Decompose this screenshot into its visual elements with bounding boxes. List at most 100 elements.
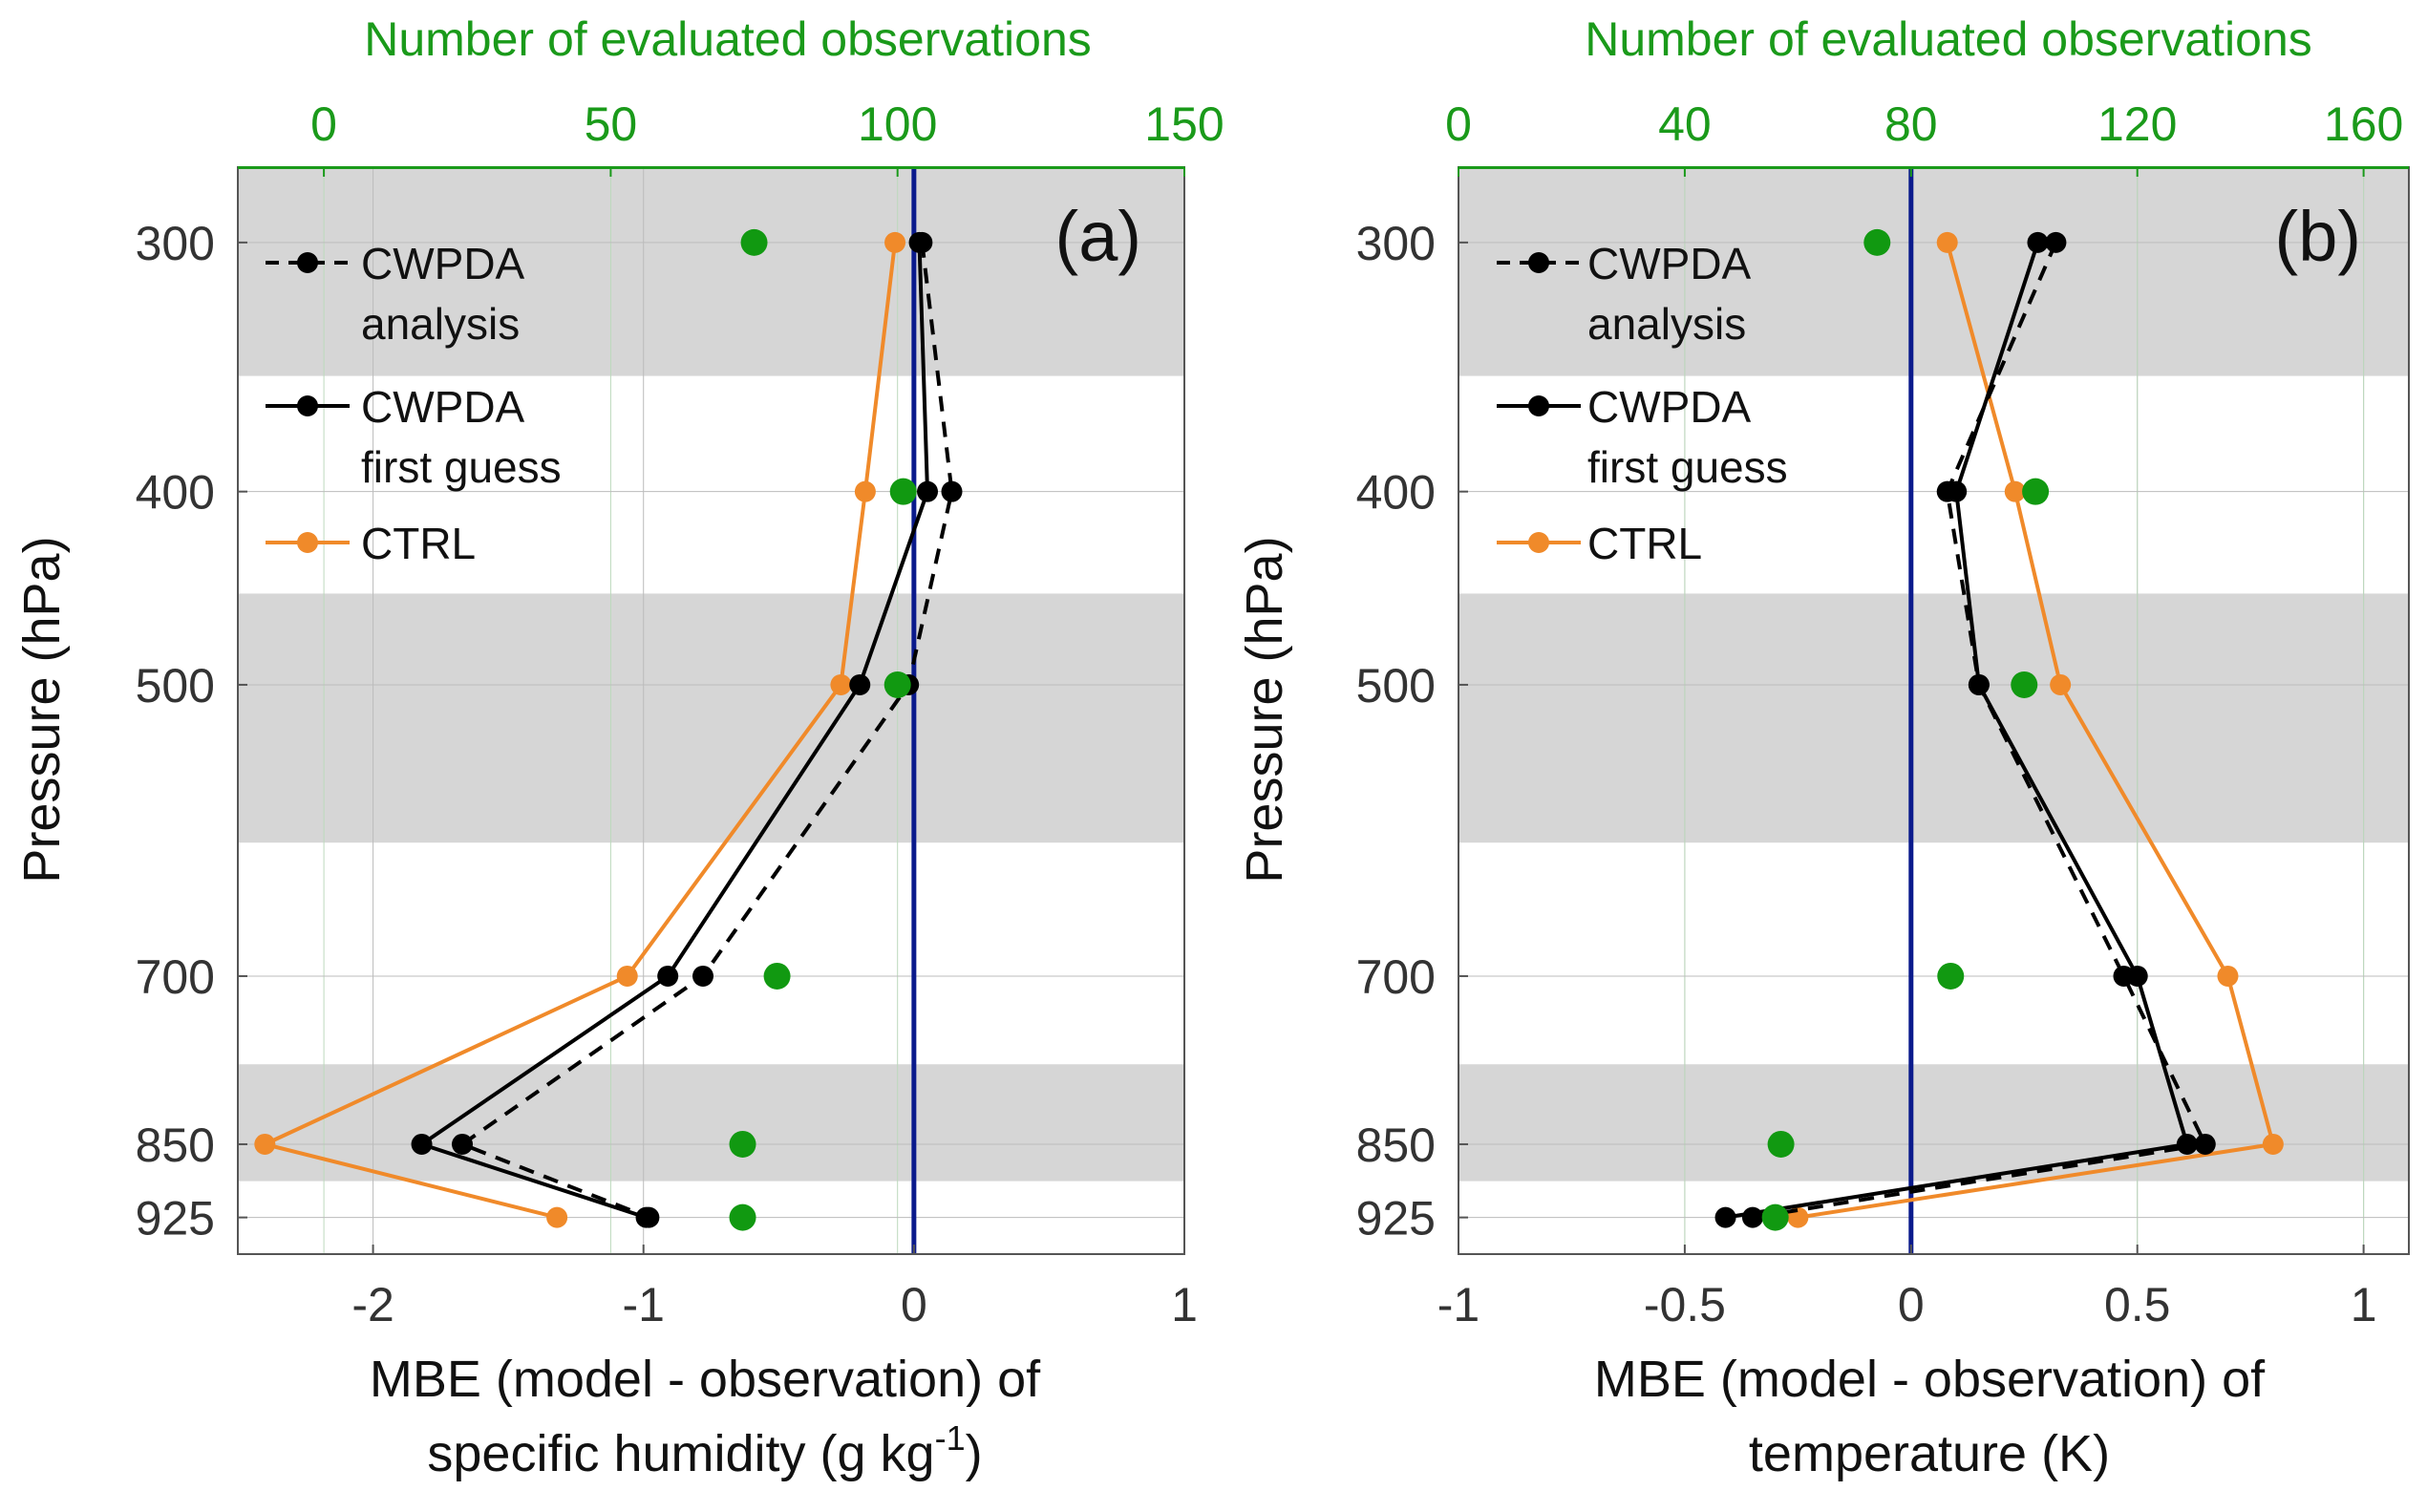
shaded-bands [238, 167, 1184, 1182]
x-axis-title-line2: temperature (K) [1749, 1425, 2110, 1482]
x-axis-title-line2: specific humidity (g kg-1) [427, 1418, 982, 1482]
y-tick-label: 400 [136, 466, 215, 520]
x-axis-title-line1: MBE (model - observation) of [370, 1351, 1041, 1408]
data-point [452, 1133, 474, 1155]
legend-ctrl-label: CTRL [1587, 519, 1702, 568]
series-line-cwpda-analysis [460, 242, 954, 1220]
legend-firstguess-marker [1528, 395, 1549, 416]
y-tick-label: 300 [1356, 217, 1436, 270]
y-tick-label: 500 [136, 659, 215, 713]
observation-points [1761, 228, 2050, 1231]
top-tick-label: 0 [310, 97, 337, 151]
legend-firstguess-label: CWPDA [1587, 382, 1752, 432]
legend-ctrl-marker [1528, 532, 1549, 553]
data-point [2050, 673, 2072, 695]
x-axis-title-line1: MBE (model - observation) of [1594, 1351, 2266, 1408]
legend-analysis-label-2: analysis [1587, 299, 1746, 349]
series-line-cwpda-analysis [1752, 242, 2207, 1220]
series-line-ctrl [1798, 242, 2275, 1220]
data-point [254, 1133, 276, 1155]
observation-point [740, 228, 768, 256]
observation-point [884, 671, 911, 698]
y-axis: 300 400 500 700 850 925 [1356, 217, 1468, 1246]
observation-point [1937, 962, 1965, 990]
data-point [917, 480, 939, 502]
data-point [692, 965, 714, 987]
top-tick-label: 80 [1884, 97, 1938, 151]
y-axis: 300 400 500 700 850 925 [136, 217, 247, 1246]
x-tick-label: -1 [1437, 1278, 1480, 1331]
data-point [854, 480, 876, 502]
legend-analysis-label-2: analysis [361, 299, 520, 349]
legend-analysis-marker [1528, 252, 1549, 273]
x-tick-label: 1 [2351, 1278, 2377, 1331]
x-tick-label: 1 [1171, 1278, 1198, 1331]
series-layer [1714, 231, 2284, 1228]
x-tick-label: -2 [351, 1278, 394, 1331]
legend: CWPDA analysis CWPDA first guess CTRL [266, 239, 562, 568]
x-axis-title-text: specific humidity (g kg [427, 1425, 934, 1482]
data-point [884, 231, 906, 253]
top-axis-title: Number of evaluated observations [1585, 12, 2312, 66]
data-point [2217, 965, 2239, 987]
panel-b: -1 -0.5 0 0.5 1 0 40 80 120 160 300 400 500 700 850 9… [1236, 12, 2410, 1482]
x-tick-label: -1 [622, 1278, 664, 1331]
top-tick-label: 0 [1445, 97, 1472, 151]
top-tick-label: 40 [1658, 97, 1712, 151]
data-point [546, 1206, 568, 1228]
data-point [1714, 1206, 1736, 1228]
data-point [2194, 1133, 2216, 1155]
shaded-bands [1458, 167, 2409, 1182]
data-point [941, 480, 963, 502]
legend-firstguess-marker [297, 395, 318, 416]
data-point [2045, 231, 2067, 253]
series-layer [254, 231, 963, 1228]
legend-firstguess-label-2: first guess [361, 442, 562, 492]
observation-point [1767, 1130, 1795, 1158]
series-line-cwpda-first-guess [1725, 242, 2189, 1220]
top-axis-line [1458, 166, 2409, 169]
y-tick-label: 850 [136, 1118, 215, 1172]
data-point [2113, 965, 2135, 987]
y-tick-label: 300 [136, 217, 215, 270]
observation-point [729, 1203, 756, 1231]
observation-point [1761, 1203, 1789, 1231]
series-line-cwpda-first-guess [419, 242, 929, 1220]
top-tick-label: 50 [585, 97, 638, 151]
panel-label: (b) [2275, 197, 2361, 276]
x-tick-label: 0 [1898, 1278, 1925, 1331]
legend-analysis-marker [297, 252, 318, 273]
y-tick-label: 925 [136, 1192, 215, 1246]
data-point [2004, 480, 2026, 502]
shaded-band [1458, 593, 2409, 843]
top-axis-title: Number of evaluated observations [364, 12, 1092, 66]
y-tick-label: 850 [1356, 1118, 1436, 1172]
data-point [411, 1133, 433, 1155]
legend-ctrl-label: CTRL [361, 519, 476, 568]
observation-points [729, 228, 917, 1231]
panel-label: (a) [1055, 197, 1141, 276]
data-point [2027, 231, 2049, 253]
top-tick-label: 160 [2324, 97, 2403, 151]
observation-point [2011, 671, 2038, 698]
x-tick-label: -0.5 [1644, 1278, 1726, 1331]
data-point [1936, 231, 1958, 253]
panel-a: -2 -1 0 1 0 50 100 150 300 400 500 700 850 925 Numb… [13, 12, 1224, 1482]
data-point [849, 673, 871, 695]
x-axis: -1 -0.5 0 0.5 1 [1437, 1245, 2377, 1331]
shaded-band [238, 593, 1184, 843]
data-point [1741, 1206, 1763, 1228]
y-axis-title: Pressure (hPa) [13, 536, 71, 883]
legend-ctrl-marker [297, 532, 318, 553]
x-axis: -2 -1 0 1 [351, 1245, 1198, 1331]
top-x-axis: 0 40 80 120 160 [1445, 97, 2403, 177]
legend-firstguess-label: CWPDA [361, 382, 525, 432]
top-axis-line [238, 166, 1184, 169]
observation-point [729, 1130, 756, 1158]
observation-point [1863, 228, 1891, 256]
top-tick-label: 150 [1144, 97, 1224, 151]
legend-analysis-label: CWPDA [361, 239, 525, 288]
y-tick-label: 925 [1356, 1192, 1436, 1246]
data-point [638, 1206, 660, 1228]
data-point [2176, 1133, 2198, 1155]
